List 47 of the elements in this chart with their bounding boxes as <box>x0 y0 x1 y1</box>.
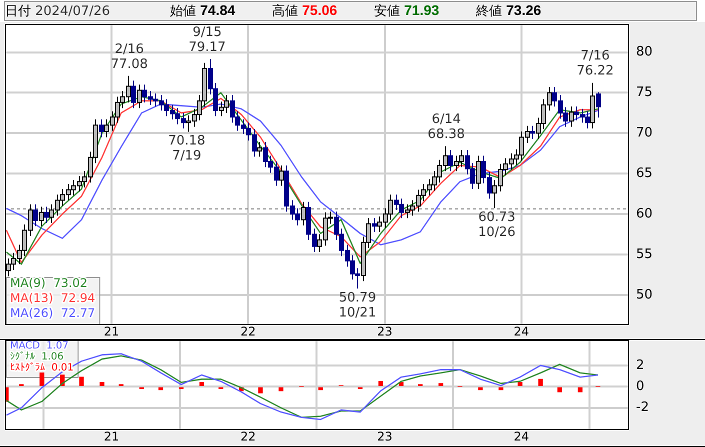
y-tick-label: 55 <box>636 246 653 262</box>
bar <box>438 383 444 386</box>
series-label: MA(9) 73.02 <box>10 276 88 290</box>
annotation: 50.79 10/21 <box>338 290 376 320</box>
text: MA(13) 72.94 <box>10 291 96 306</box>
bar <box>518 382 522 386</box>
x-tick-label: 23 <box>377 324 392 338</box>
y-tick-label: 60 <box>636 206 653 222</box>
bar <box>40 372 44 386</box>
bar <box>258 387 263 394</box>
x-tick-label: 24 <box>514 324 530 338</box>
x-tick-label: 23 <box>377 429 392 444</box>
annotation: 6/14 68.38 <box>428 112 465 142</box>
text: 始値 74.84 <box>170 2 236 19</box>
annotation: 60.73 10/26 <box>478 210 516 240</box>
text: MA(26) 72.77 <box>10 306 96 320</box>
x-tick-label: 21 <box>104 429 120 444</box>
y-tick-label: 80 <box>636 44 653 60</box>
annotation: 7/16 76.22 <box>576 48 614 79</box>
series-label: MACD 1.07 <box>10 340 69 352</box>
text: 安値 71.93 <box>374 2 440 19</box>
y-tick-label: 65 <box>636 166 653 181</box>
annotation: 9/15 79.17 <box>188 24 226 55</box>
bar <box>478 387 483 390</box>
bar <box>199 382 204 386</box>
annotation: 2/16 77.08 <box>110 42 148 72</box>
text: 日付 2024/07/26 <box>5 4 110 19</box>
y-tick-label: 75 <box>636 85 653 100</box>
bar <box>538 378 543 386</box>
text: 終値 73.26 <box>476 2 542 19</box>
series-label: ｼｸﾞﾅﾙ 1.06 <box>10 350 64 363</box>
text: 高値 75.06 <box>272 2 338 19</box>
y-tick-label: 2 <box>636 358 644 373</box>
x-tick-label: 22 <box>240 429 256 444</box>
x-tick-label: 22 <box>240 324 256 338</box>
x-tick-label: 24 <box>514 429 530 444</box>
y-tick-label: -2 <box>636 400 649 416</box>
bar <box>378 380 384 386</box>
y-tick-label: 50 <box>636 287 653 302</box>
bar <box>100 382 104 386</box>
y-tick-label: 70 <box>636 126 653 141</box>
x-tick-label: 21 <box>104 324 120 338</box>
annotation: 70.18 7/19 <box>168 134 206 164</box>
y-tick-label: 0 <box>636 378 644 394</box>
bar <box>79 376 84 386</box>
bar <box>278 387 284 392</box>
bar <box>498 387 504 390</box>
